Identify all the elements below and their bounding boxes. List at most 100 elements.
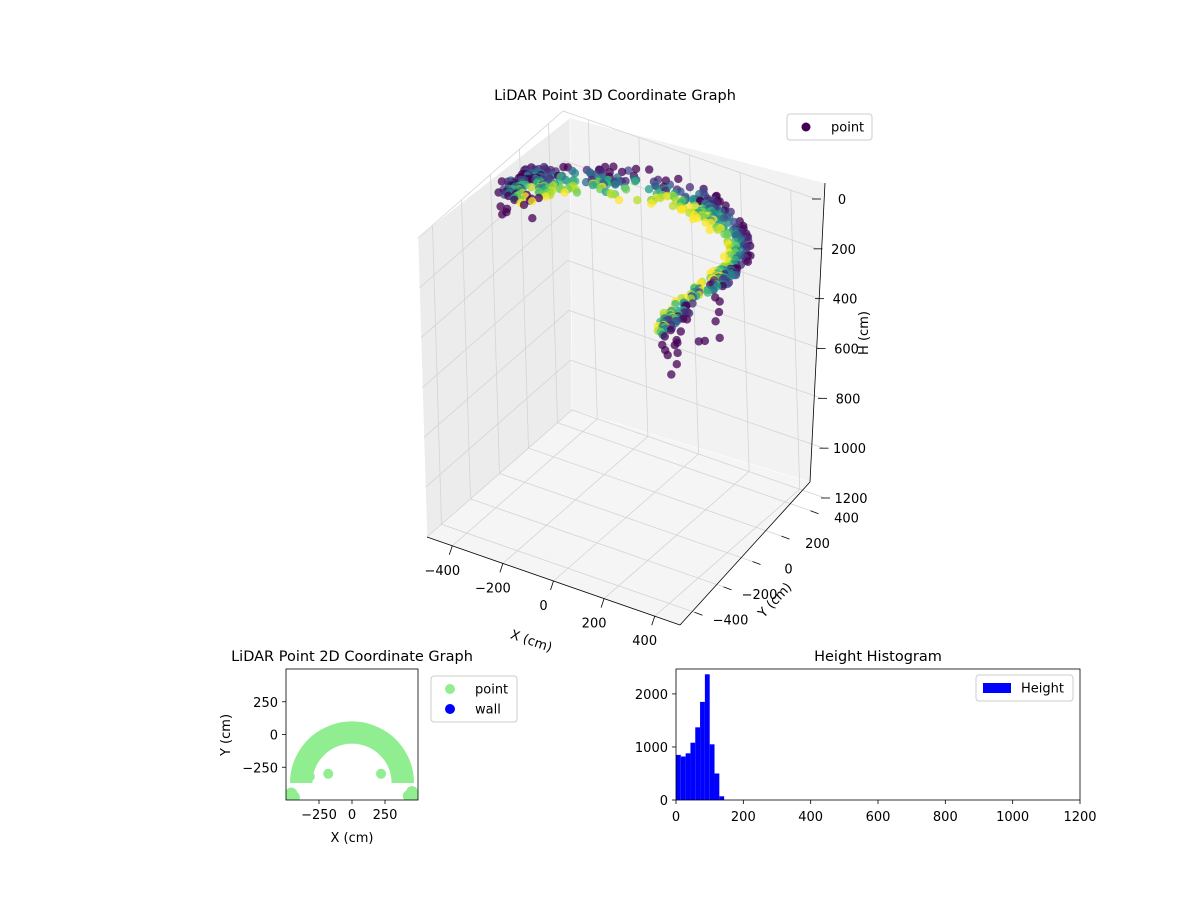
x-tick-label-hist: 800 [933, 810, 958, 825]
point-blob [304, 771, 315, 782]
point-3d [715, 333, 724, 343]
legend-2d-point-label: point [475, 683, 508, 698]
point-3d [743, 257, 753, 266]
x-tick [499, 563, 504, 573]
legend-3d-frame [786, 113, 873, 141]
point-3d [607, 190, 616, 199]
legend-2d: point wall [430, 675, 518, 723]
point-3d [624, 166, 633, 175]
point-3d [674, 174, 683, 184]
x-tick-label: 200 [582, 617, 607, 632]
point-3d [685, 183, 695, 192]
y-tick-label-hist: 2000 [635, 688, 668, 703]
legend-hist-swatch [983, 683, 1011, 693]
y-tick-label-2d: 0 [270, 729, 278, 744]
x-tick-label-hist: 0 [672, 810, 680, 825]
point-3d [682, 315, 692, 324]
x-axis-label-2d: X (cm) [331, 831, 374, 846]
point-3d [633, 195, 642, 205]
point-blob [286, 794, 296, 800]
histogram-title: Height Histogram [814, 649, 942, 665]
point-3d [570, 169, 580, 178]
point-3d [496, 202, 505, 211]
point-3d [528, 197, 537, 206]
point-3d [723, 230, 732, 239]
x-tick-label-hist: 1000 [996, 810, 1029, 825]
ticks-histogram: 0 200 400 600 800 1000 1200 0 1000 2000 [635, 688, 1097, 825]
point-3d [560, 188, 569, 197]
histogram-bar [704, 674, 710, 800]
points-3d [494, 162, 755, 379]
point-3d [668, 201, 678, 211]
x-tick-label-hist: 200 [731, 810, 756, 825]
legend-2d-point-marker [445, 684, 455, 694]
y-axis-line [679, 481, 811, 626]
histogram-bar [680, 756, 686, 800]
point-3d [715, 297, 724, 306]
chart-3d-title: LiDAR Point 3D Coordinate Graph [494, 88, 736, 104]
x-tick-label-hist: 1200 [1063, 810, 1096, 825]
point-3d [519, 200, 529, 210]
histogram-bar [700, 701, 705, 800]
grid-z-line [426, 409, 826, 538]
point-3d [534, 193, 543, 203]
point-3d [656, 193, 665, 203]
x-tick-label: −400 [424, 564, 460, 579]
x-tick [448, 545, 453, 555]
histogram-bar [676, 754, 681, 800]
point-3d [727, 271, 736, 280]
x-tick-label: 400 [632, 634, 657, 649]
chart-2d: LiDAR Point 2D Coordinate Graph −250 0 250… [219, 649, 518, 846]
z-tick-label: 0 [838, 193, 846, 208]
x-tick-label-2d: 0 [348, 808, 356, 823]
point-3d [705, 225, 714, 235]
legend-2d-wall-marker [445, 704, 455, 714]
point-3d [663, 350, 672, 360]
x-tick-label: −200 [475, 581, 511, 596]
z-tick-label: 1200 [834, 492, 867, 507]
y-tick-label-hist: 0 [660, 794, 668, 809]
point-3d [581, 178, 591, 187]
point-region [290, 721, 414, 783]
y-tick [723, 586, 732, 591]
y-tick-label-hist: 1000 [635, 741, 668, 756]
y-tick-label: 200 [805, 537, 830, 552]
histogram-bar [695, 727, 701, 800]
point-3d [700, 336, 710, 346]
z-tick-label: 400 [833, 293, 858, 308]
grid-z-line [423, 309, 823, 438]
grid-z-line [425, 359, 824, 488]
point-3d [510, 195, 519, 205]
ticks-3d: −400 −200 0 200 400 −400 −200 0 200 400 0 200 400 600… [424, 193, 867, 649]
y-tick-label-2d: −250 [242, 761, 278, 776]
legend-2d-wall-label: wall [475, 703, 501, 718]
point-3d [527, 183, 536, 192]
plot-area-2d [286, 721, 418, 800]
legend-3d: point [786, 113, 873, 141]
point-3d [694, 337, 703, 346]
legend-3d-label: point [831, 121, 864, 136]
x-tick [600, 598, 605, 608]
histogram-bar [709, 744, 715, 800]
chart-3d: LiDAR Point 3D Coordinate Graph −400 −200… [417, 88, 873, 656]
legend-hist-frame [975, 674, 1074, 702]
point-3d [667, 370, 676, 379]
point-3d [673, 348, 682, 358]
point-3d [528, 214, 537, 223]
point-3d [670, 341, 679, 350]
x-axis-label: X (cm) [508, 628, 554, 656]
point-blob [408, 794, 418, 800]
point-3d [611, 180, 620, 189]
point-3d [631, 164, 641, 174]
y-tick-label: −400 [713, 613, 749, 628]
z-tick-label: 800 [836, 392, 861, 407]
grid-z-line [417, 110, 817, 239]
point-3d [498, 210, 507, 219]
x-tick-label-hist: 600 [866, 810, 891, 825]
y-tick-label: 400 [834, 512, 859, 527]
y-tick-label-2d: 250 [253, 696, 278, 711]
z-tick-label: 1000 [833, 442, 866, 457]
point-3d [713, 225, 722, 234]
z-tick-label: 600 [834, 343, 859, 358]
point-3d [714, 307, 724, 317]
